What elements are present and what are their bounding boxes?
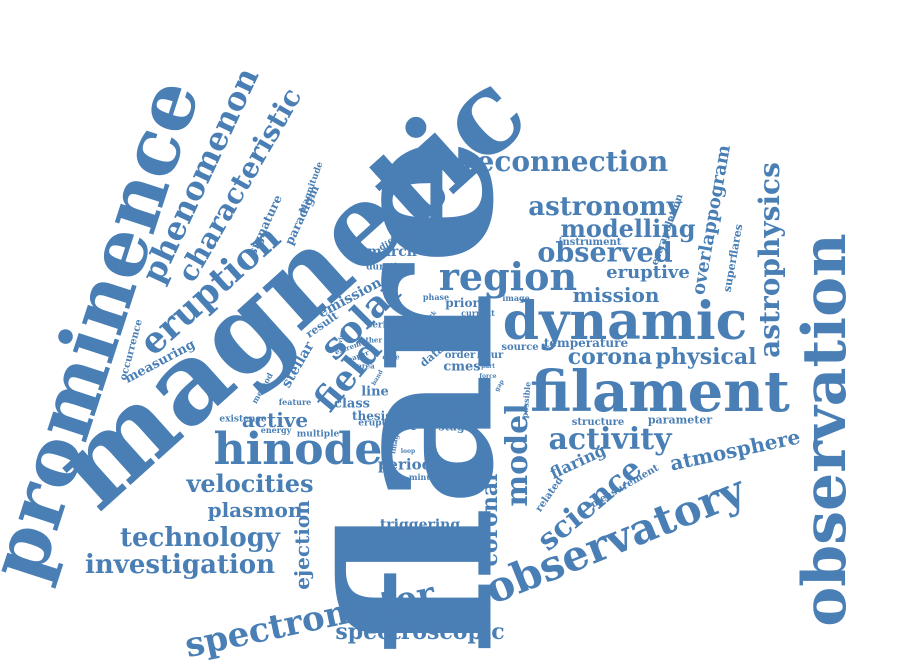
word: mission <box>572 283 660 307</box>
word: region <box>438 254 578 299</box>
word: dynamic <box>502 291 748 352</box>
word: hinode <box>213 424 383 475</box>
word: energy <box>260 425 292 435</box>
word: observed <box>537 237 673 269</box>
word: instrument <box>558 237 622 248</box>
word: investigation <box>84 550 276 580</box>
word: light <box>430 344 446 351</box>
word: activity <box>548 422 672 457</box>
word: march <box>367 244 417 260</box>
word: image <box>502 293 530 303</box>
word: model <box>500 403 535 507</box>
word: active <box>241 408 309 432</box>
word: plasmon <box>207 498 303 522</box>
word: multiple <box>296 429 340 440</box>
word: class <box>334 396 370 412</box>
word: duration <box>366 262 410 273</box>
word: ejection <box>290 500 314 590</box>
word: filament <box>530 359 790 425</box>
word: eruptive <box>606 262 690 283</box>
word: case <box>382 352 400 362</box>
word: modelling <box>560 214 696 243</box>
word: stage <box>438 420 472 434</box>
word: triggering <box>379 517 461 533</box>
word: thesis <box>352 409 392 423</box>
word: line <box>361 384 389 400</box>
word: existence <box>219 414 267 425</box>
word: coronal <box>477 473 503 567</box>
word: rope <box>395 416 429 432</box>
word: phase <box>422 292 450 302</box>
word: spectroscopic <box>335 619 505 645</box>
word: structure <box>571 417 625 428</box>
word: velocities <box>186 469 314 498</box>
word: loop <box>400 448 416 455</box>
word: hour <box>476 350 504 361</box>
word: source <box>501 342 539 353</box>
word: prior <box>445 296 479 310</box>
word: current <box>461 308 495 318</box>
word: cmes <box>443 359 481 375</box>
word: physical <box>655 344 757 370</box>
word: erupt <box>358 418 386 429</box>
word: temperature <box>543 336 629 350</box>
word: tether <box>357 335 383 345</box>
word: parameter <box>647 413 713 427</box>
word: area <box>357 361 375 371</box>
word: astronomy <box>528 192 682 222</box>
word: study <box>436 408 474 422</box>
word: iris <box>408 336 428 347</box>
word: corona <box>567 344 653 370</box>
word: part <box>480 363 496 370</box>
word: observation <box>790 233 860 627</box>
word: superflares <box>720 222 746 294</box>
word: feature <box>278 397 312 407</box>
word: present <box>437 472 473 482</box>
word: period <box>377 455 433 474</box>
word: series <box>367 320 397 331</box>
word: mas <box>395 402 425 418</box>
word: technology <box>119 523 281 553</box>
word: astrophysics <box>753 162 786 358</box>
word: force <box>479 373 497 380</box>
word: atmosphere <box>667 424 803 476</box>
word: order <box>444 350 476 361</box>
word: minute <box>409 472 441 482</box>
word: reconnection <box>461 145 669 178</box>
